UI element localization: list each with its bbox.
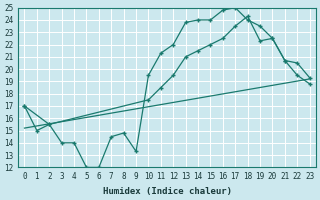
X-axis label: Humidex (Indice chaleur): Humidex (Indice chaleur) (102, 187, 232, 196)
